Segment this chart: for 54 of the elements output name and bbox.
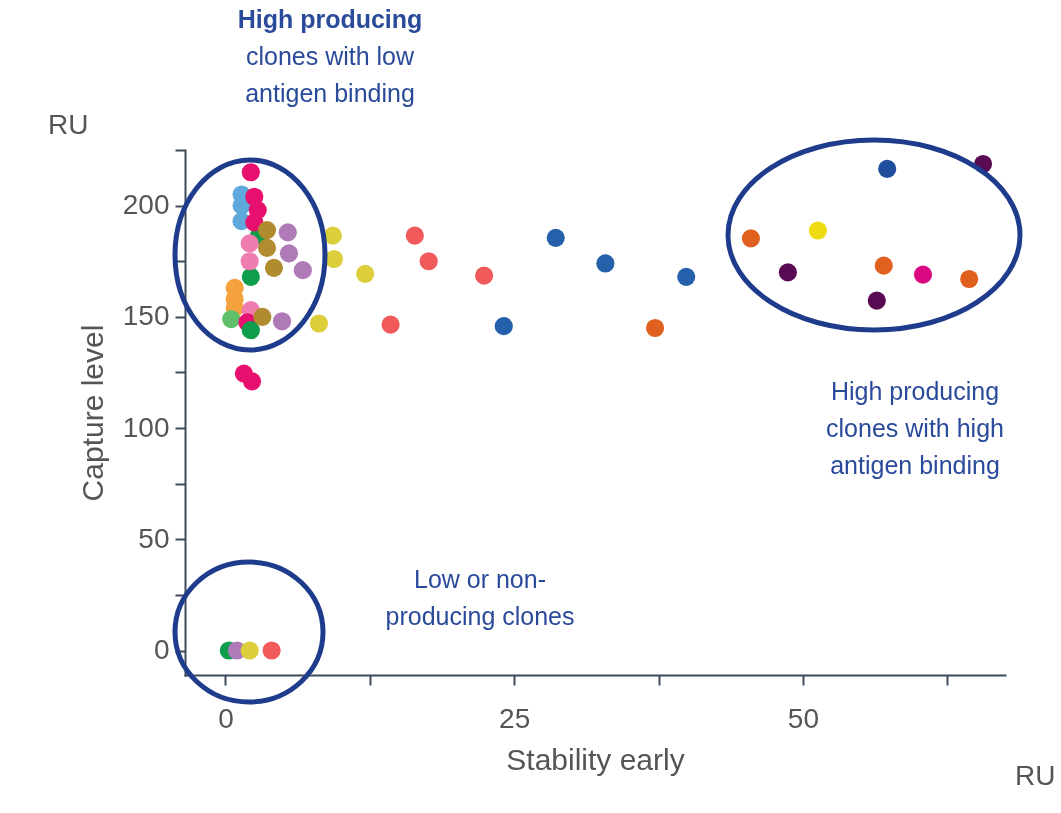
point: [264, 258, 284, 277]
text: High producing clones with low antigen binding: [237, 5, 423, 107]
x-tick-label: 25: [499, 702, 531, 734]
point: [405, 226, 424, 245]
point: [645, 318, 665, 338]
y-tick-label: 150: [122, 300, 170, 332]
point: [262, 641, 281, 660]
y-tick-label: 0: [153, 634, 170, 666]
point: [596, 254, 615, 273]
point: [913, 265, 933, 284]
point: [874, 256, 893, 275]
point: [960, 269, 979, 289]
point: [381, 315, 400, 334]
y-tick-label: 50: [138, 522, 170, 554]
point: [241, 267, 260, 286]
point: [257, 221, 277, 240]
point: [323, 226, 342, 245]
point: [272, 312, 292, 331]
text: RU: [48, 109, 89, 140]
point: [494, 317, 513, 336]
x-tick-label: 0: [218, 702, 234, 734]
y-axis-title: Capture level: [75, 324, 109, 502]
point: [253, 307, 272, 326]
point: [240, 234, 259, 253]
point: [241, 163, 260, 182]
point: [324, 249, 344, 269]
point: [257, 238, 277, 257]
point: [741, 229, 760, 248]
x-tick-label: 50: [787, 702, 819, 734]
point: [419, 252, 438, 271]
point: [245, 213, 264, 232]
point: [778, 263, 797, 282]
point: [677, 267, 696, 286]
point: [546, 228, 565, 247]
point: [309, 314, 329, 333]
point: [808, 221, 827, 240]
y-tick-label: 200: [122, 189, 170, 221]
point: [356, 264, 375, 283]
annotation: High producing clones with high antigen binding: [826, 377, 1004, 479]
point: [279, 244, 299, 263]
point: [240, 252, 259, 271]
point: [278, 223, 297, 242]
point: [241, 321, 260, 340]
point: [475, 266, 494, 285]
point: [242, 372, 262, 391]
text: RU: [1015, 760, 1056, 791]
point: [878, 159, 897, 178]
x-axis-title: Stability early: [506, 742, 685, 776]
annotation: Low or non- producing clones: [385, 565, 575, 630]
point: [867, 291, 886, 310]
point: [293, 261, 312, 280]
point: [240, 641, 259, 660]
point: [222, 310, 241, 329]
y-tick-label: 100: [122, 411, 170, 443]
